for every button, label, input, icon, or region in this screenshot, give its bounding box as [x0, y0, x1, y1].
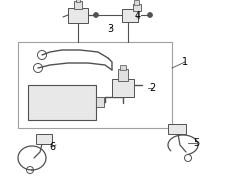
Bar: [122, 9, 138, 22]
Bar: [18, 42, 172, 128]
Bar: [120, 65, 126, 70]
Text: 2: 2: [149, 83, 155, 93]
Text: 6: 6: [49, 142, 55, 152]
Bar: [36, 134, 52, 144]
Bar: [96, 97, 104, 107]
Text: 1: 1: [182, 57, 188, 67]
Bar: [28, 85, 96, 120]
Bar: [112, 79, 134, 97]
Bar: [74, 1, 82, 9]
Text: 4: 4: [135, 11, 141, 21]
Bar: [134, 0, 139, 5]
Bar: [76, 0, 80, 2]
Bar: [68, 8, 88, 23]
Bar: [168, 124, 186, 134]
Bar: [133, 4, 141, 11]
Circle shape: [93, 12, 99, 17]
Bar: [118, 69, 128, 81]
Text: 5: 5: [193, 138, 199, 148]
Circle shape: [148, 12, 152, 17]
Text: 3: 3: [107, 24, 113, 34]
